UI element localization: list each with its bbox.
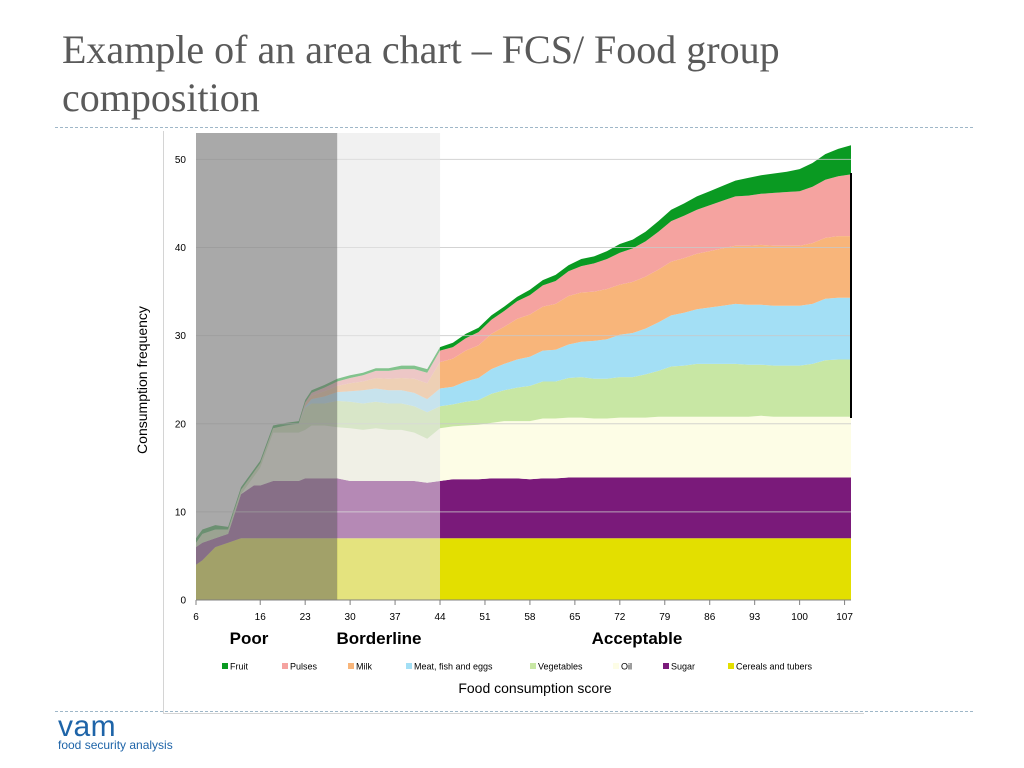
x-tick-label: 30 — [345, 612, 357, 623]
legend-swatch — [282, 663, 288, 669]
legend-label: Cereals and tubers — [736, 662, 813, 672]
area-fruit — [196, 145, 851, 543]
y-tick-label: 30 — [175, 331, 187, 342]
legend-label: Milk — [356, 662, 372, 672]
y-tick-label: 0 — [180, 596, 186, 607]
x-tick-label: 44 — [434, 612, 446, 623]
y-axis-label: Consumption frequency — [134, 306, 150, 454]
x-tick-label: 100 — [791, 612, 808, 623]
legend-label: Meat, fish and eggs — [414, 662, 493, 672]
slide-title: Example of an area chart – FCS/ Food gro… — [62, 27, 780, 120]
legend-item-milk: Milk — [348, 662, 372, 672]
band-label-acceptable: Acceptable — [592, 629, 683, 648]
legend-swatch — [728, 663, 734, 669]
legend-item-cereals-and-tubers: Cereals and tubers — [728, 662, 813, 672]
x-tick-label: 72 — [614, 612, 626, 623]
legend-swatch — [222, 663, 228, 669]
x-tick-label: 107 — [836, 612, 853, 623]
legend-label: Sugar — [671, 662, 695, 672]
category-bands — [196, 133, 441, 600]
x-tick-label: 79 — [659, 612, 671, 623]
legend: Fruit Pulses Milk Meat, fish and eggs Vegeta… — [222, 662, 813, 672]
x-tick-label: 16 — [255, 612, 267, 623]
legend-swatch — [530, 663, 536, 669]
top-divider — [55, 127, 973, 128]
x-tick-label: 23 — [300, 612, 312, 623]
bottom-divider — [55, 711, 973, 712]
x-tick-label: 58 — [524, 612, 536, 623]
legend-label: Pulses — [290, 662, 318, 672]
x-tick-label: 37 — [390, 612, 402, 623]
x-tick-label: 93 — [749, 612, 761, 623]
legend-swatch — [348, 663, 354, 669]
band-borderline — [337, 133, 441, 600]
legend-label: Vegetables — [538, 662, 583, 672]
vam-logo: vam food security analysis — [58, 712, 173, 752]
x-tick-label: 51 — [479, 612, 491, 623]
legend-label: Fruit — [230, 662, 248, 672]
legend-item-sugar: Sugar — [663, 662, 695, 672]
legend-swatch — [613, 663, 619, 669]
x-tick-label: 6 — [193, 612, 199, 623]
axes: 6 16 23 30 37 44 51 58 65 72 79 86 93 100 107 0 10 20 30 40… — [175, 155, 853, 623]
logo-main-text: vam — [58, 710, 117, 743]
y-tick-label: 10 — [175, 507, 187, 518]
area-meat-fish-and-eggs — [196, 297, 851, 543]
legend-item-meat-fish-and-eggs: Meat, fish and eggs — [406, 662, 493, 672]
x-tick-label: 65 — [569, 612, 581, 623]
x-axis-label: Food consumption score — [458, 680, 612, 696]
legend-swatch — [406, 663, 412, 669]
legend-item-pulses: Pulses — [282, 662, 318, 672]
legend-label: Oil — [621, 662, 632, 672]
x-tick-label: 86 — [704, 612, 716, 623]
y-tick-label: 50 — [175, 155, 187, 166]
legend-item-fruit: Fruit — [222, 662, 248, 672]
band-poor — [196, 133, 338, 600]
band-label-poor: Poor — [230, 629, 269, 648]
band-label-borderline: Borderline — [336, 629, 421, 648]
y-tick-label: 40 — [175, 243, 187, 254]
legend-item-vegetables: Vegetables — [530, 662, 583, 672]
legend-item-oil: Oil — [613, 662, 632, 672]
band-labels: Poor Borderline Acceptable — [230, 629, 683, 648]
area-pulses — [196, 174, 851, 543]
legend-swatch — [663, 663, 669, 669]
logo-sub-text: food security analysis — [58, 738, 173, 752]
area-milk — [196, 236, 851, 543]
y-tick-label: 20 — [175, 419, 187, 430]
chart-frame — [163, 131, 864, 714]
